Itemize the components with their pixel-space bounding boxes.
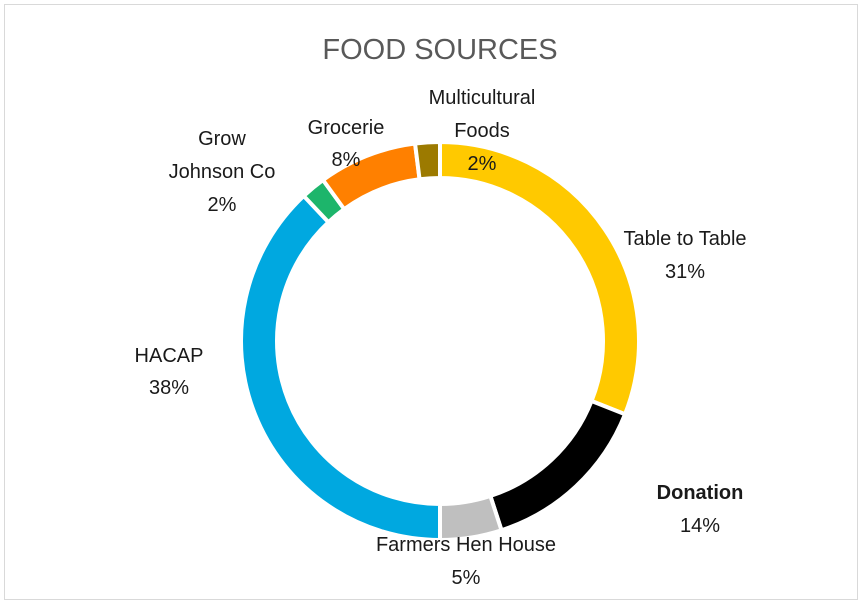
label-donation: Donation 14% <box>657 482 744 537</box>
label-grow-johnson-co: Grow Johnson Co 2% <box>169 128 276 216</box>
label-name: Table to Table <box>623 228 746 250</box>
label-percent: 2% <box>468 153 497 175</box>
slice-hacap <box>239 193 442 543</box>
label-hacap: HACAP 38% <box>135 345 204 399</box>
label-multicultural-foods: Multicultural Foods 2% <box>429 87 536 175</box>
label-percent: 5% <box>452 567 481 589</box>
label-percent: 14% <box>680 515 720 537</box>
label-percent: 38% <box>149 377 189 399</box>
label-name: HACAP <box>135 345 204 367</box>
slice-multicultural-foods <box>412 139 442 182</box>
chart-frame <box>4 4 858 600</box>
label-percent: 2% <box>208 194 237 216</box>
label-grocerie: Grocerie 8% <box>308 117 385 171</box>
label-name-line1: Grow Johnson Co <box>169 128 276 183</box>
label-percent: 8% <box>332 149 361 171</box>
label-name: Donation <box>657 482 744 504</box>
slices <box>239 139 641 543</box>
label-name-line1: Multicultural Foods <box>429 87 536 142</box>
chart-title: FOOD SOURCES <box>322 34 557 66</box>
slice-table-to-table <box>438 139 641 417</box>
label-name: Grocerie <box>308 117 385 139</box>
label-table-to-table: Table to Table 31% <box>623 228 746 283</box>
label-name: Farmers Hen House <box>376 534 556 556</box>
label-farmers-hen-house: Farmers Hen House 5% <box>376 534 556 589</box>
label-percent: 31% <box>665 261 705 283</box>
slice-donation <box>487 398 628 533</box>
